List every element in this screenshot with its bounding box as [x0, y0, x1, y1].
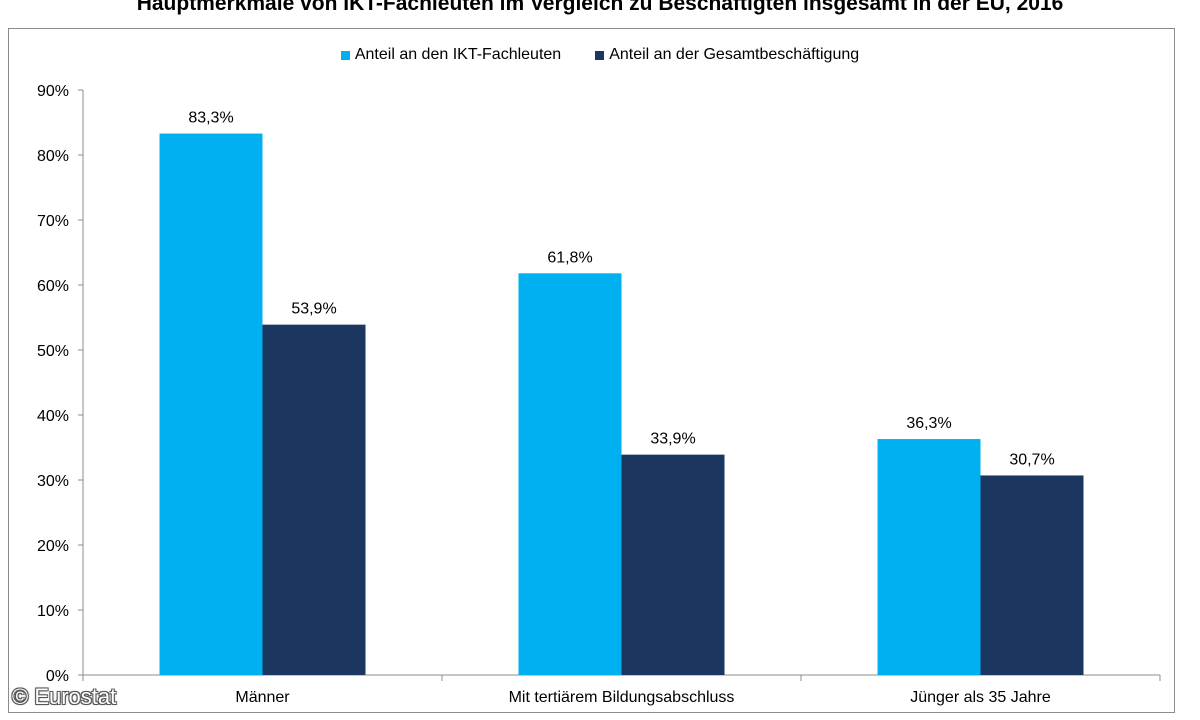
data-label: 83,3%	[188, 110, 233, 127]
bar-gesamt	[262, 324, 366, 675]
data-label: 30,7%	[1009, 451, 1054, 468]
y-tick-label: 50%	[37, 343, 69, 360]
y-tick-label: 0%	[46, 668, 69, 685]
y-tick-label: 30%	[37, 473, 69, 490]
data-label: 33,9%	[650, 431, 695, 448]
bar-gesamt	[621, 454, 725, 675]
bar-gesamt	[980, 475, 1084, 675]
bar-ikt	[159, 133, 263, 676]
data-label: 61,8%	[547, 249, 592, 266]
eurostat-watermark: © Eurostat	[12, 684, 117, 709]
y-tick-label: 70%	[37, 213, 69, 230]
bar-ikt	[877, 439, 981, 675]
legend-swatch-gesamt	[595, 50, 605, 60]
legend-label-gesamt: Anteil an der Gesamtbeschäftigung	[609, 46, 860, 63]
chart-title: Hauptmerkmale von IKT-Fachleuten im Verg…	[136, 0, 1064, 15]
y-tick-label: 60%	[37, 278, 69, 295]
x-tick-label: Jünger als 35 Jahre	[910, 689, 1051, 706]
x-tick-label: Männer	[235, 689, 290, 706]
y-tick-label: 90%	[37, 83, 69, 100]
x-tick-label: Mit tertiärem Bildungsabschluss	[509, 689, 735, 706]
y-tick-label: 10%	[37, 603, 69, 620]
legend-label-ikt: Anteil an den IKT-Fachleuten	[354, 46, 562, 63]
legend-item-gesamt: Anteil an der Gesamtbeschäftigung	[595, 46, 859, 64]
chart-frame	[8, 28, 1175, 713]
legend-swatch-ikt	[340, 50, 350, 60]
data-label: 53,9%	[291, 301, 336, 318]
bar-ikt	[518, 273, 622, 675]
chart-legend: Anteil an den IKT-Fachleuten Anteil an d…	[0, 46, 1200, 64]
y-tick-label: 40%	[37, 408, 69, 425]
data-label: 36,3%	[906, 415, 951, 432]
y-tick-label: 20%	[37, 538, 69, 555]
legend-item-ikt: Anteil an den IKT-Fachleuten	[340, 46, 562, 64]
y-tick-label: 80%	[37, 148, 69, 165]
